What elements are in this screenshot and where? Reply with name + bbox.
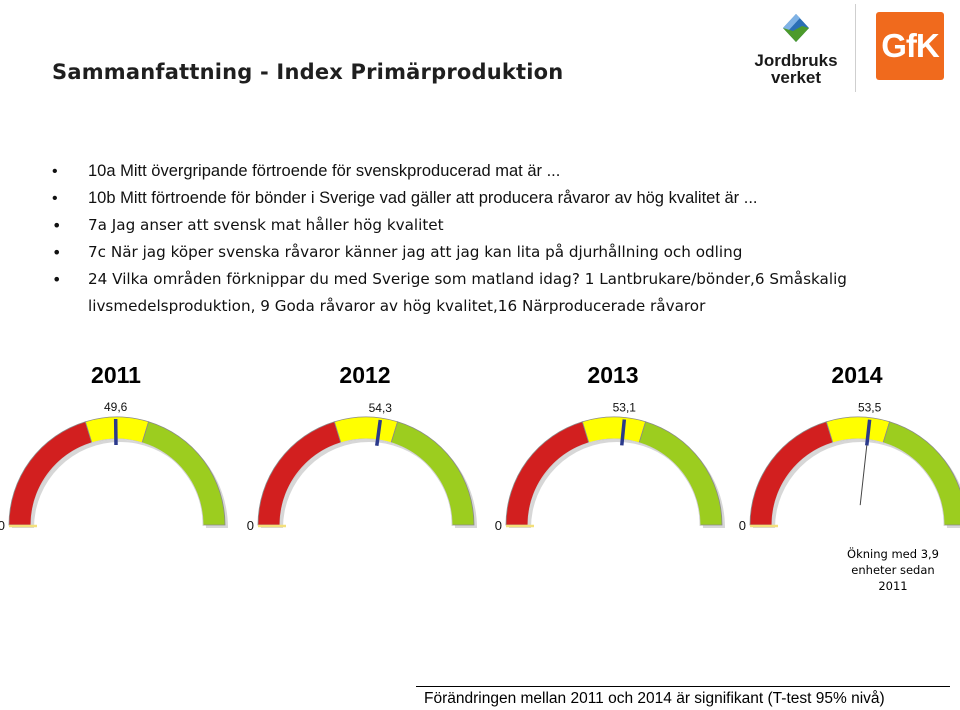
jordbruksverket-logo: Jordbruks verket	[754, 14, 838, 87]
gauge-title-2013: 2013	[587, 362, 639, 388]
gauge-inner-edge	[279, 438, 453, 526]
gauge-title-2012: 2012	[339, 362, 391, 388]
gauge-band-2	[882, 421, 960, 526]
gauge-inner-edge	[527, 438, 701, 526]
page-title: Sammanfattning - Index Primärproduktion	[52, 60, 564, 84]
gauge-2013: 53,10	[495, 401, 725, 533]
change-note: Ökning med 3,9 enheter sedan 2011	[838, 546, 948, 594]
gauge-needle	[620, 419, 627, 446]
jordbruksverket-line1: Jordbruks	[754, 51, 837, 70]
logo-divider	[855, 4, 856, 92]
gauge-value-label: 49,6	[104, 400, 128, 414]
footer-divider	[416, 686, 950, 687]
gauge-needle-extension	[859, 445, 868, 506]
gauge-2014: 53,50	[739, 401, 960, 533]
gauge-needle	[865, 419, 872, 446]
change-note-line1: Ökning med 3,9	[847, 547, 939, 561]
change-note-line3: 2011	[878, 579, 908, 593]
list-item: 24 Vilka områden förknippar du med Sveri…	[52, 266, 948, 320]
gauge-min-label: 0	[495, 518, 502, 533]
gauge-value-label: 53,1	[613, 401, 637, 415]
list-item: 10a Mitt övergripande förtroende för sve…	[52, 158, 948, 185]
gauge-inner-edge	[771, 438, 945, 526]
jordbruksverket-line2: verket	[771, 68, 821, 87]
gauge-2012: 54,30	[247, 401, 477, 533]
gauge-min-label: 0	[247, 518, 254, 533]
list-item: 7a Jag anser att svensk mat håller hög k…	[52, 212, 948, 239]
gauge-min-label: 0	[739, 518, 746, 533]
gauge-value-label: 54,3	[369, 401, 393, 415]
gfk-logo: GfK	[876, 12, 944, 80]
significance-footer: Förändringen mellan 2011 och 2014 är sig…	[424, 690, 885, 707]
change-note-line2: enheter sedan	[851, 563, 935, 577]
list-item: 10b Mitt förtroende för bönder i Sverige…	[52, 185, 948, 212]
gauge-title-2011: 2011	[91, 362, 141, 388]
gauge-min-label: 0	[0, 518, 5, 533]
list-item: 7c När jag köper svenska råvaror känner …	[52, 239, 948, 266]
gauge-needle	[375, 419, 383, 446]
gauge-title-2014: 2014	[831, 362, 883, 388]
gauge-2011: 49,60	[0, 400, 228, 533]
question-list: 10a Mitt övergripande förtroende för sve…	[52, 158, 948, 320]
gauge-value-label: 53,5	[858, 401, 882, 415]
